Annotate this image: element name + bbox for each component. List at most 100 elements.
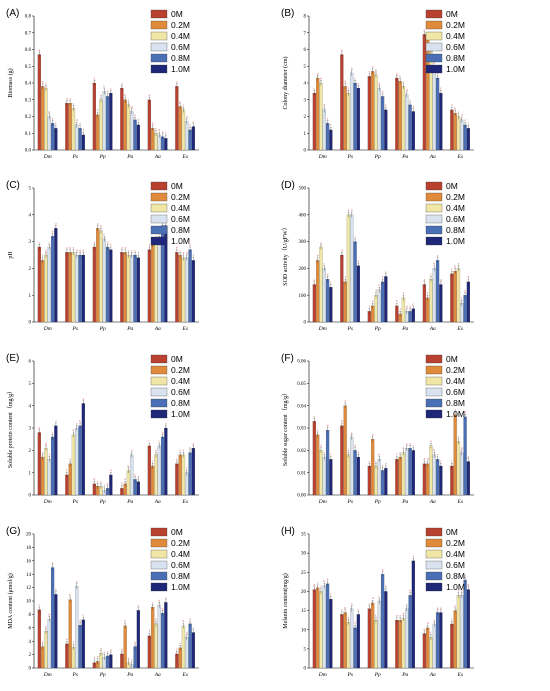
significance-letter: c — [159, 232, 161, 236]
y-tick-label: 14 — [26, 573, 32, 578]
significance-letter: a — [189, 243, 191, 247]
legend-swatch — [425, 236, 443, 246]
bar-ps-0M — [65, 103, 69, 151]
significance-letter: c — [324, 262, 326, 266]
significance-letter: e — [155, 617, 157, 621]
significance-letter: e — [162, 130, 164, 134]
significance-letter: e — [358, 81, 360, 85]
bar-pp-0_8M — [380, 470, 385, 496]
legend-label: 0.8M — [446, 53, 465, 63]
legend-swatch — [425, 549, 443, 559]
legend-swatch — [150, 20, 168, 30]
significance-letter: e — [424, 627, 426, 631]
significance-letter: e — [324, 450, 326, 454]
y-tick-label: 3 — [29, 240, 32, 245]
x-tick-label: Ps — [72, 672, 79, 678]
legend-label: 0.4M — [171, 31, 190, 41]
bar-pa-0_4M — [401, 452, 406, 496]
significance-letter: c — [403, 80, 405, 84]
bar-dm-0_4M — [319, 450, 323, 496]
legend-swatch — [150, 236, 168, 246]
bar-dm-0_6M — [322, 268, 326, 323]
bar-pa-0M — [120, 87, 124, 151]
legend-swatch — [150, 560, 168, 570]
significance-letter: d — [183, 251, 185, 255]
legend-label: 0.2M — [446, 365, 465, 375]
significance-letter: e — [193, 120, 195, 124]
bar-aa-0_6M — [432, 67, 436, 151]
bar-pa-0_4M — [126, 470, 131, 496]
significance-letter: f — [396, 453, 398, 457]
legend-swatch — [150, 192, 168, 202]
significance-letter: d — [461, 446, 463, 450]
x-tick-label: Es — [182, 326, 189, 332]
bar-aa-0M — [422, 633, 426, 669]
bar-aa-0_6M — [432, 623, 436, 669]
significance-letter: f — [131, 658, 133, 662]
legend-swatch — [425, 387, 443, 397]
legend-label: 1.0M — [171, 236, 190, 246]
significance-letter: c — [461, 589, 463, 593]
bar-dm-1_0M — [54, 594, 58, 669]
bar-pp-0_2M — [96, 114, 100, 151]
bar-es-0_8M — [463, 579, 467, 669]
significance-letter: b — [179, 100, 181, 104]
significance-letter: c — [183, 448, 185, 452]
bar-pp-0_4M — [99, 99, 103, 151]
x-tick-label: Pp — [99, 672, 106, 678]
significance-letter: d — [378, 81, 380, 85]
significance-letter: b — [454, 106, 456, 110]
legend-label: 0.6M — [446, 214, 465, 224]
bar-es-0_6M — [460, 452, 464, 496]
legend-swatch — [425, 365, 443, 375]
legend-swatch — [425, 214, 443, 224]
significance-letter: c — [49, 240, 51, 244]
y-tick-label: 0.3 — [25, 98, 32, 103]
x-tick-label: Pp — [374, 154, 381, 160]
legend-label: 0M — [446, 527, 458, 537]
bar-ps-0M — [340, 254, 344, 323]
y-tick-label: 6 — [29, 360, 32, 365]
bar-aa-0_8M — [435, 260, 440, 323]
bar-pp-0_8M — [105, 96, 110, 151]
bar-pa-1_0M — [136, 610, 140, 669]
significance-letter: f — [461, 297, 463, 301]
bar-es-1_0M — [191, 632, 195, 669]
y-tick-label: 0.06 — [297, 360, 306, 365]
legend-label: 1.0M — [171, 409, 190, 419]
bar-ps-0_6M — [350, 608, 354, 669]
bar-pp-1_0M — [384, 591, 388, 669]
significance-letter: c — [193, 626, 195, 630]
legend-swatch — [150, 365, 168, 375]
significance-letter: b — [162, 430, 164, 434]
y-tick-label: 2 — [29, 449, 32, 454]
bar-es-1_0M — [466, 589, 470, 669]
bar-es-0_2M — [453, 113, 457, 151]
panel-b: (B)Colony diameter (cm)012345678cabdefDm… — [281, 8, 474, 160]
significance-letter: e — [369, 602, 371, 606]
y-tick-label: 0.6 — [25, 48, 32, 53]
legend-label: 0M — [446, 181, 458, 191]
bar-aa-0_4M — [154, 241, 158, 323]
bar-aa-0_6M — [157, 238, 161, 323]
legend-label: 0.2M — [171, 192, 190, 202]
bar-pp-1_0M — [109, 474, 113, 496]
legend-label: 0.8M — [171, 53, 190, 63]
significance-letter: a — [341, 48, 343, 52]
x-tick-label: Dm — [43, 672, 52, 678]
y-tick-label: 5 — [304, 65, 307, 70]
significance-letter: f — [358, 450, 360, 454]
bar-pa-0_2M — [398, 456, 402, 496]
significance-letter: b — [399, 75, 401, 79]
significance-letter: a — [76, 580, 78, 584]
bar-aa-0_8M — [435, 459, 440, 496]
legend-label: 0M — [171, 527, 183, 537]
bar-ps-0_2M — [68, 599, 72, 669]
significance-letter: c — [369, 70, 371, 74]
significance-letter: a — [327, 577, 329, 581]
panel-label: (D) — [281, 180, 295, 191]
bar-ps-1_0M — [81, 403, 85, 496]
bar-ps-0_6M — [350, 72, 354, 151]
bar-pp-1_0M — [384, 109, 388, 151]
x-tick-label: Ps — [347, 672, 354, 678]
